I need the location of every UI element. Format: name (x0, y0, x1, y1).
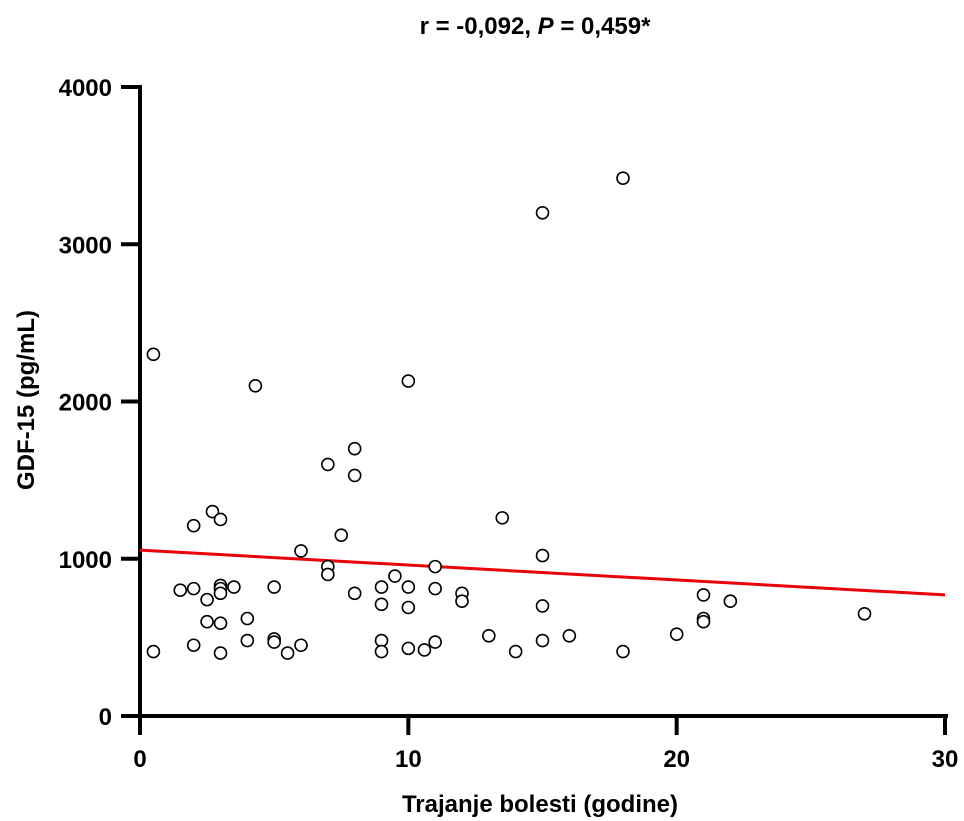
data-point (186, 518, 201, 533)
data-point (535, 633, 550, 648)
data-point (388, 569, 402, 583)
x-tick-label: 30 (932, 746, 959, 773)
regression-line (139, 548, 946, 597)
data-point (213, 586, 228, 601)
data-point (723, 594, 738, 609)
data-point (205, 504, 220, 519)
x-tick-label: 20 (663, 746, 690, 773)
data-point (146, 347, 161, 362)
y-axis-ticks: 0 1000 2000 3000 4000 (59, 75, 140, 731)
data-point (482, 629, 496, 643)
data-point (401, 580, 416, 594)
data-point (347, 468, 362, 483)
x-tick-label: 0 (133, 746, 146, 773)
data-point (186, 581, 201, 596)
data-point (213, 512, 228, 527)
data-point (562, 629, 577, 643)
data-point (857, 606, 872, 621)
data-point (535, 206, 550, 220)
title-p-symbol: P (538, 13, 555, 40)
data-point (428, 581, 442, 596)
x-axis-ticks: 0 10 20 30 (133, 716, 958, 773)
data-point (267, 580, 281, 594)
data-point (200, 614, 214, 629)
data-point (616, 644, 630, 659)
data-point (146, 644, 161, 659)
data-point (321, 457, 335, 472)
data-point (294, 638, 308, 653)
data-point (267, 635, 281, 649)
data-point (428, 635, 442, 649)
data-point (240, 633, 255, 648)
data-point (696, 614, 711, 629)
data-point (334, 528, 349, 542)
data-points (146, 171, 872, 660)
data-point (616, 171, 630, 186)
chart-title: r = -0,092, P = 0,459* (420, 13, 652, 40)
data-point (227, 580, 241, 594)
y-tick-label: 1000 (59, 547, 112, 574)
data-point (401, 641, 416, 656)
data-point (508, 644, 523, 659)
title-suffix: = 0,459* (554, 13, 651, 40)
data-point (347, 586, 362, 601)
data-point (173, 583, 188, 598)
data-point (321, 567, 335, 582)
y-tick-label: 0 (99, 704, 112, 731)
data-point (696, 588, 711, 602)
y-axis-title: GDF-15 (pg/mL) (13, 310, 40, 490)
data-point (535, 599, 550, 613)
x-tick-label: 10 (395, 746, 422, 773)
y-tick-label: 4000 (59, 75, 112, 102)
regression-line-group (139, 548, 946, 597)
data-point (401, 600, 416, 615)
data-point (374, 644, 389, 659)
data-point (213, 646, 228, 660)
data-point (455, 594, 469, 609)
x-axis-title: Trajanje bolesti (godine) (402, 791, 678, 818)
data-point (280, 646, 295, 660)
data-point (374, 580, 389, 594)
data-point (200, 592, 214, 607)
data-point (294, 544, 308, 558)
data-point (248, 378, 263, 393)
data-point (186, 638, 201, 653)
data-point (240, 611, 255, 626)
data-point (374, 597, 389, 612)
data-point (669, 627, 684, 642)
data-point (347, 441, 362, 456)
data-point (213, 616, 228, 631)
title-prefix: r = -0,092, (420, 13, 538, 40)
data-point (417, 643, 432, 657)
data-point (374, 633, 389, 648)
data-point (495, 511, 510, 525)
data-point (428, 559, 442, 574)
data-point (535, 548, 550, 563)
y-tick-label: 2000 (59, 390, 112, 417)
data-point (401, 374, 416, 388)
y-tick-label: 3000 (59, 232, 112, 259)
